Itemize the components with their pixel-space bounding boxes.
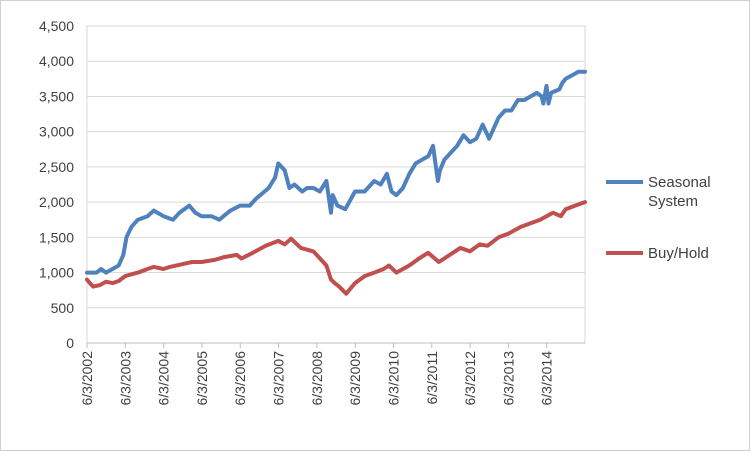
gridlines [86,25,586,344]
legend-label-1: Buy/Hold [648,245,709,262]
y-tick-label: 1,000 [39,265,74,281]
x-tick-label: 6/3/2002 [79,351,95,406]
y-tick-label: 2,500 [39,159,74,175]
x-tick-label: 6/3/2012 [462,351,478,406]
x-tick-label: 6/3/2006 [232,351,248,406]
y-tick-label: 1,500 [39,229,74,245]
x-axis-ticks: 6/3/2002 6/3/2003 6/3/2004 6/3/2005 6/3/2006… [79,343,555,406]
y-tick-label: 4,500 [39,18,74,34]
x-tick-label: 6/3/2013 [500,351,516,406]
y-tick-label: 3,500 [39,88,74,104]
y-axis-ticks: 0 500 1,000 1,500 2,000 2,500 3,000 3,500 4,000 4… [39,18,74,351]
x-tick-label: 6/3/2008 [309,351,325,406]
x-tick-label: 6/3/2004 [156,351,172,406]
plot-border [86,25,586,344]
y-tick-label: 4,000 [39,53,74,69]
series-line-1 [85,200,587,296]
x-tick-label: 6/3/2009 [347,351,363,406]
y-tick-label: 3,000 [39,124,74,140]
x-tick-label: 6/3/2014 [539,351,555,406]
x-tick-label: 6/3/2005 [194,351,210,406]
y-tick-label: 500 [51,300,75,316]
legend-label-0: Seasonal System [648,174,711,210]
x-tick-label: 6/3/2003 [117,351,133,406]
series-lines [85,69,587,296]
x-tick-label: 6/3/2007 [271,351,287,406]
y-tick-label: 0 [66,335,74,351]
y-tick-label: 2,000 [39,194,74,210]
x-tick-label: 6/3/2010 [385,351,401,406]
x-tick-label: 6/3/2011 [424,351,440,405]
legend: Seasonal System Buy/Hold [606,174,711,262]
series-line-0 [85,69,587,275]
